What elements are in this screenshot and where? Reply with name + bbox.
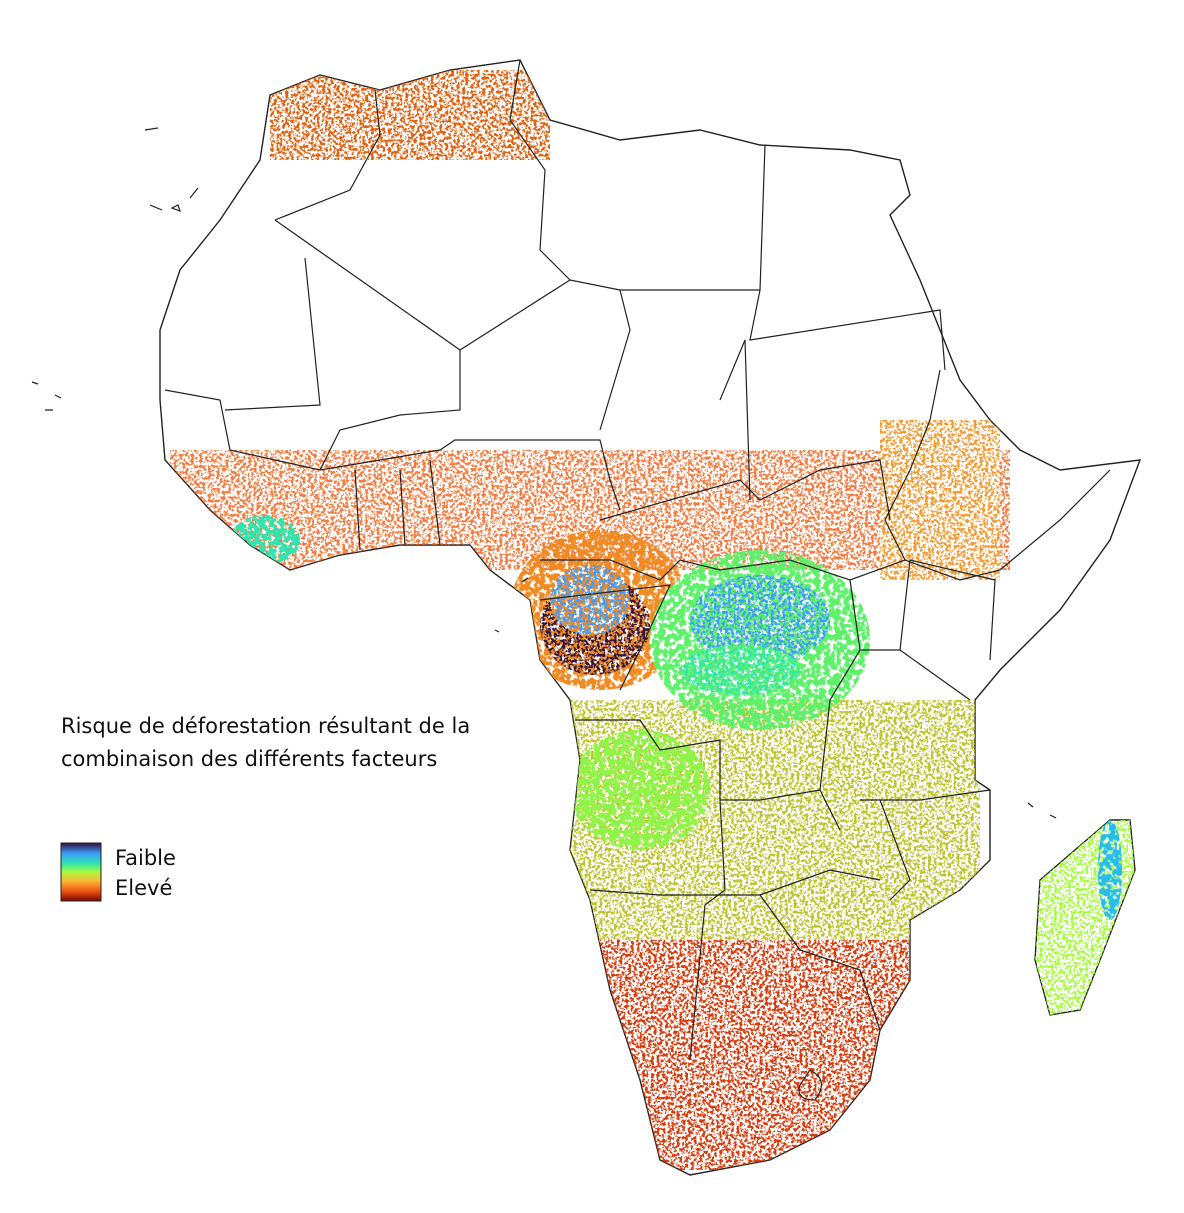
- country-borders: [164, 59, 1111, 1101]
- title-line: combinaison des différents facteurs: [61, 747, 437, 771]
- risk-raster: [170, 70, 1135, 1170]
- legend-ramp: [60, 842, 102, 902]
- title-line: Risque de déforestation résultant de la: [61, 714, 470, 738]
- legend-label: Faible: [115, 846, 176, 870]
- islands: [31, 127, 1057, 819]
- legend-label: Elevé: [115, 876, 172, 900]
